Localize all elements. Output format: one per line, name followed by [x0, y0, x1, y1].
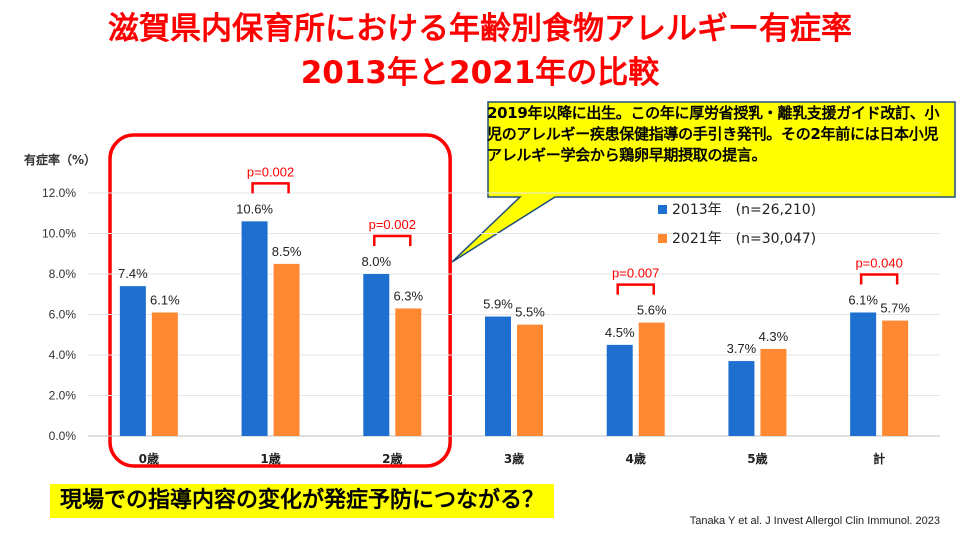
data-label: 8.0%: [361, 254, 391, 269]
y-tick-label: 10.0%: [42, 227, 76, 241]
data-label: 5.9%: [483, 297, 513, 312]
y-tick-label: 4.0%: [49, 348, 77, 362]
data-label: 10.6%: [236, 201, 273, 216]
bar-2021: [517, 324, 543, 436]
bar-2021: [638, 322, 665, 436]
significance-bracket: [251, 182, 290, 194]
legend-swatch: [658, 234, 667, 243]
bar-2021: [760, 348, 787, 436]
x-tick-label: 5歳: [747, 451, 767, 466]
data-label: 6.3%: [393, 288, 423, 303]
p-value-label: p=0.040: [855, 255, 902, 270]
callout-bubble: [451, 101, 956, 263]
y-tick-label: 0.0%: [49, 429, 77, 443]
bar-2013: [485, 316, 511, 436]
bar-2013: [119, 286, 146, 436]
data-label: 5.5%: [515, 305, 545, 320]
bar-2013: [728, 361, 755, 436]
legend-label: 2013年 (n=26,210): [672, 202, 816, 218]
callout-text: 2019年以降に出生。この年に厚労省授乳・離乳支援ガイド改訂、小児のアレルギー疾…: [487, 104, 940, 164]
highlight-frame: [108, 133, 452, 468]
x-tick-label: 4歳: [626, 451, 646, 466]
data-label: 4.5%: [605, 325, 635, 340]
bar-2021: [273, 263, 300, 436]
legend-label: 2021年 (n=30,047): [672, 231, 816, 247]
x-tick-label: 1歳: [260, 451, 280, 466]
p-value-label: p=0.007: [612, 266, 659, 281]
p-value-label: p=0.002: [247, 164, 294, 179]
bar-2013: [363, 274, 390, 436]
data-label: 6.1%: [150, 292, 180, 307]
bar-2021: [882, 320, 909, 436]
legend-swatch: [658, 205, 667, 214]
data-label: 4.3%: [759, 329, 789, 344]
y-tick-label: 8.0%: [49, 267, 77, 281]
significance-bracket: [616, 283, 655, 295]
significance-bracket: [859, 273, 899, 285]
bar-2021: [395, 308, 422, 436]
x-tick-label: 0歳: [139, 451, 159, 466]
chart-subtitle: 2013年と2021年の比較: [300, 55, 660, 91]
data-label: 7.4%: [118, 266, 148, 281]
bar-2013: [241, 221, 268, 436]
x-tick-label: 計: [873, 451, 885, 466]
data-label: 8.5%: [272, 244, 302, 259]
y-tick-label: 2.0%: [49, 389, 77, 403]
x-tick-label: 2歳: [382, 451, 402, 466]
data-label: 5.7%: [880, 301, 910, 316]
p-value-label: p=0.002: [369, 217, 416, 232]
chart-title: 滋賀県内保育所における年齢別食物アレルギー有症率: [108, 11, 852, 47]
citation: Tanaka Y et al. J Invest Allergol Clin I…: [689, 515, 940, 527]
significance-bracket: [373, 234, 412, 246]
y-tick-label: 6.0%: [49, 308, 77, 322]
bar-2021: [151, 312, 178, 436]
y-axis-label: 有症率（%）: [24, 152, 96, 167]
bar-2013: [850, 312, 877, 436]
x-tick-label: 3歳: [504, 451, 524, 466]
y-tick-label: 12.0%: [42, 186, 76, 200]
data-label: 6.1%: [848, 292, 878, 307]
data-label: 5.6%: [637, 303, 667, 318]
data-label: 3.7%: [727, 341, 757, 356]
bar-2013: [606, 344, 633, 436]
bottom-note: 現場での指導内容の変化が発症予防につながる？: [50, 484, 555, 518]
